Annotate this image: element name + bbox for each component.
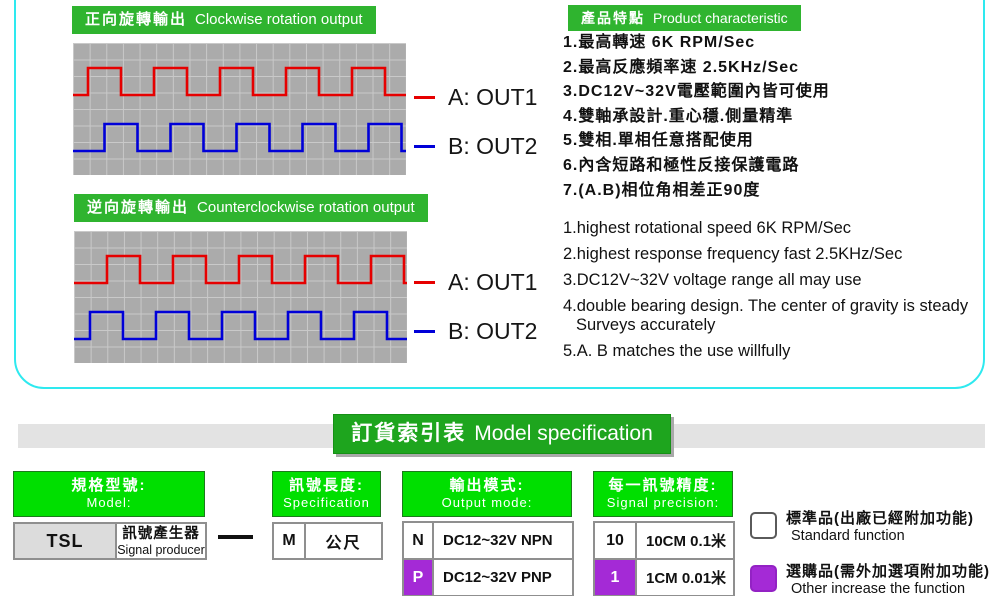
characteristics-list-chinese: 1.最高轉速 6K RPM/Sec 2.最高反應頻率速 2.5KHz/Sec 3.D… <box>563 31 830 203</box>
product-characteristic-label-zh: 產品特點 <box>581 10 645 26</box>
clockwise-output-label-zh: 正向旋轉輸出 <box>85 11 188 28</box>
optional-function-label-en: Other increase the function <box>791 581 966 596</box>
product-characteristic-label-en: Product characteristic <box>653 10 788 26</box>
wave-trace-b <box>74 310 407 341</box>
waveform-traces <box>73 66 406 153</box>
precision-1-label-cell: 1CM 0.01米 <box>646 570 727 587</box>
characteristic-item-en: 4.double bearing design. The center of g… <box>563 297 969 315</box>
length-code-cell: M <box>274 524 306 558</box>
characteristic-item-en: 5.A. B matches the use willfully <box>563 342 791 360</box>
output-mode-header-en: Output mode: <box>441 495 533 510</box>
wave-trace-b <box>73 122 406 153</box>
npn-code-cell: N <box>404 523 434 558</box>
characteristic-item-zh: 4.雙軸承設計.重心穩.側量精準 <box>563 107 794 125</box>
model-header: 規格型號: Model: <box>13 471 205 517</box>
signal-a-key-dash-2 <box>414 281 435 284</box>
standard-function-label-en: Standard function <box>791 528 905 544</box>
specification-header-en: Specification <box>283 495 370 510</box>
counterclockwise-output-label: 逆向旋轉輸出 Counterclockwise rotation output <box>74 194 428 222</box>
model-desc-cell: 訊號產生器 Signal producer <box>117 524 205 558</box>
signal-b-out2-label-2: B: OUT2 <box>414 319 537 343</box>
characteristic-item-en: 2.highest response frequency fast 2.5KHz… <box>563 245 903 263</box>
precision-10-code-cell: 10 <box>595 523 637 558</box>
signal-b-key-dash-2 <box>414 330 435 333</box>
signal-precision-header-en: Signal precision: <box>606 495 720 510</box>
counterclockwise-output-label-en: Counterclockwise rotation output <box>197 199 415 216</box>
model-header-zh: 規格型號: <box>71 477 147 494</box>
signal-precision-header-zh: 每一訊號精度: <box>608 477 718 494</box>
signal-a-key-dash <box>414 96 435 99</box>
signal-precision-header: 每一訊號精度: Signal precision: <box>593 471 733 517</box>
precision-10-label-cell: 10CM 0.1米 <box>646 533 727 550</box>
counterclockwise-output-label-zh: 逆向旋轉輸出 <box>87 199 190 216</box>
pnp-label-cell: DC12~32V PNP <box>443 569 552 586</box>
specification-header-zh: 訊號長度: <box>289 477 364 494</box>
specification-header: 訊號長度: Specification <box>272 471 381 517</box>
characteristic-item-en: 1.highest rotational speed 6K RPM/Sec <box>563 219 852 237</box>
characteristic-item-zh: 3.DC12V~32V電壓範圍內皆可使用 <box>563 83 830 101</box>
characteristic-item-zh: 5.雙相.單相任意搭配使用 <box>563 132 754 150</box>
signal-b-label-text-2: B: OUT2 <box>448 318 538 344</box>
banner-title-zh: 訂貨索引表 <box>351 422 467 445</box>
optional-function-label-zh: 選購品(需外加選項附加功能) <box>786 563 990 580</box>
signal-a-out1-label: A: OUT1 <box>414 85 537 109</box>
signal-precision-table: 10 10CM 0.1米 1 1CM 0.01米 <box>593 521 735 596</box>
code-separator-dash <box>218 535 253 539</box>
output-mode-row-npn: N DC12~32V NPN <box>404 523 572 558</box>
precision-row-10cm: 10 10CM 0.1米 <box>595 523 733 558</box>
counterclockwise-waveform-panel <box>74 231 407 363</box>
signal-a-out1-label-2: A: OUT1 <box>414 270 537 294</box>
clockwise-output-label: 正向旋轉輸出 Clockwise rotation output <box>72 6 376 34</box>
product-characteristic-label: 產品特點 Product characteristic <box>568 5 801 31</box>
signal-b-out2-label: B: OUT2 <box>414 134 537 158</box>
output-mode-row-pnp: P DC12~32V PNP <box>404 558 572 595</box>
model-code-cell: TSL <box>15 524 117 558</box>
precision-1-code-cell: 1 <box>595 560 637 595</box>
banner-title-en: Model specification <box>474 422 653 445</box>
length-code-box: M 公尺 <box>272 522 383 560</box>
pnp-code-cell: P <box>404 560 434 595</box>
signal-a-label-text: A: OUT1 <box>448 84 538 110</box>
characteristic-item-en: Surveys accurately <box>576 316 716 334</box>
output-mode-header: 輸出模式: Output mode: <box>402 471 572 517</box>
signal-b-key-dash <box>414 145 435 148</box>
output-mode-header-zh: 輸出模式: <box>449 477 525 494</box>
model-desc-zh: 訊號產生器 <box>122 525 200 542</box>
optional-function-swatch <box>750 565 777 592</box>
model-header-en: Model: <box>86 495 132 510</box>
output-mode-table: N DC12~32V NPN P DC12~32V PNP <box>402 521 574 596</box>
length-label-cell: 公尺 <box>325 535 362 552</box>
standard-function-label-zh: 標準品(出廠已經附加功能) <box>786 510 974 527</box>
clockwise-waveform-panel <box>73 43 406 175</box>
signal-a-label-text-2: A: OUT1 <box>448 269 538 295</box>
wave-trace-a <box>74 254 407 285</box>
signal-b-label-text: B: OUT2 <box>448 133 538 159</box>
model-code-box: TSL 訊號產生器 Signal producer <box>13 522 207 560</box>
characteristic-item-zh: 2.最高反應頻率速 2.5KHz/Sec <box>563 58 800 76</box>
clockwise-output-label-en: Clockwise rotation output <box>195 11 363 28</box>
waveform-traces <box>74 254 407 341</box>
characteristics-list-english: 1.highest rotational speed 6K RPM/Sec 2.h… <box>563 215 968 364</box>
waveform-section-border <box>14 0 985 389</box>
characteristic-item-en: 3.DC12V~32V voltage range all may use <box>563 271 862 289</box>
precision-row-1cm: 1 1CM 0.01米 <box>595 558 733 595</box>
wave-trace-a <box>73 66 406 97</box>
standard-function-swatch <box>750 512 777 539</box>
characteristic-item-zh: 1.最高轉速 6K RPM/Sec <box>563 34 756 51</box>
model-desc-en: Signal producer <box>117 542 205 557</box>
characteristic-item-zh: 6.內含短路和極性反接保護電路 <box>563 156 800 174</box>
characteristic-item-zh: 7.(A.B)相位角相差正90度 <box>563 181 761 199</box>
npn-label-cell: DC12~32V NPN <box>443 532 553 549</box>
model-specification-banner: 訂貨索引表 Model specification <box>333 414 671 454</box>
